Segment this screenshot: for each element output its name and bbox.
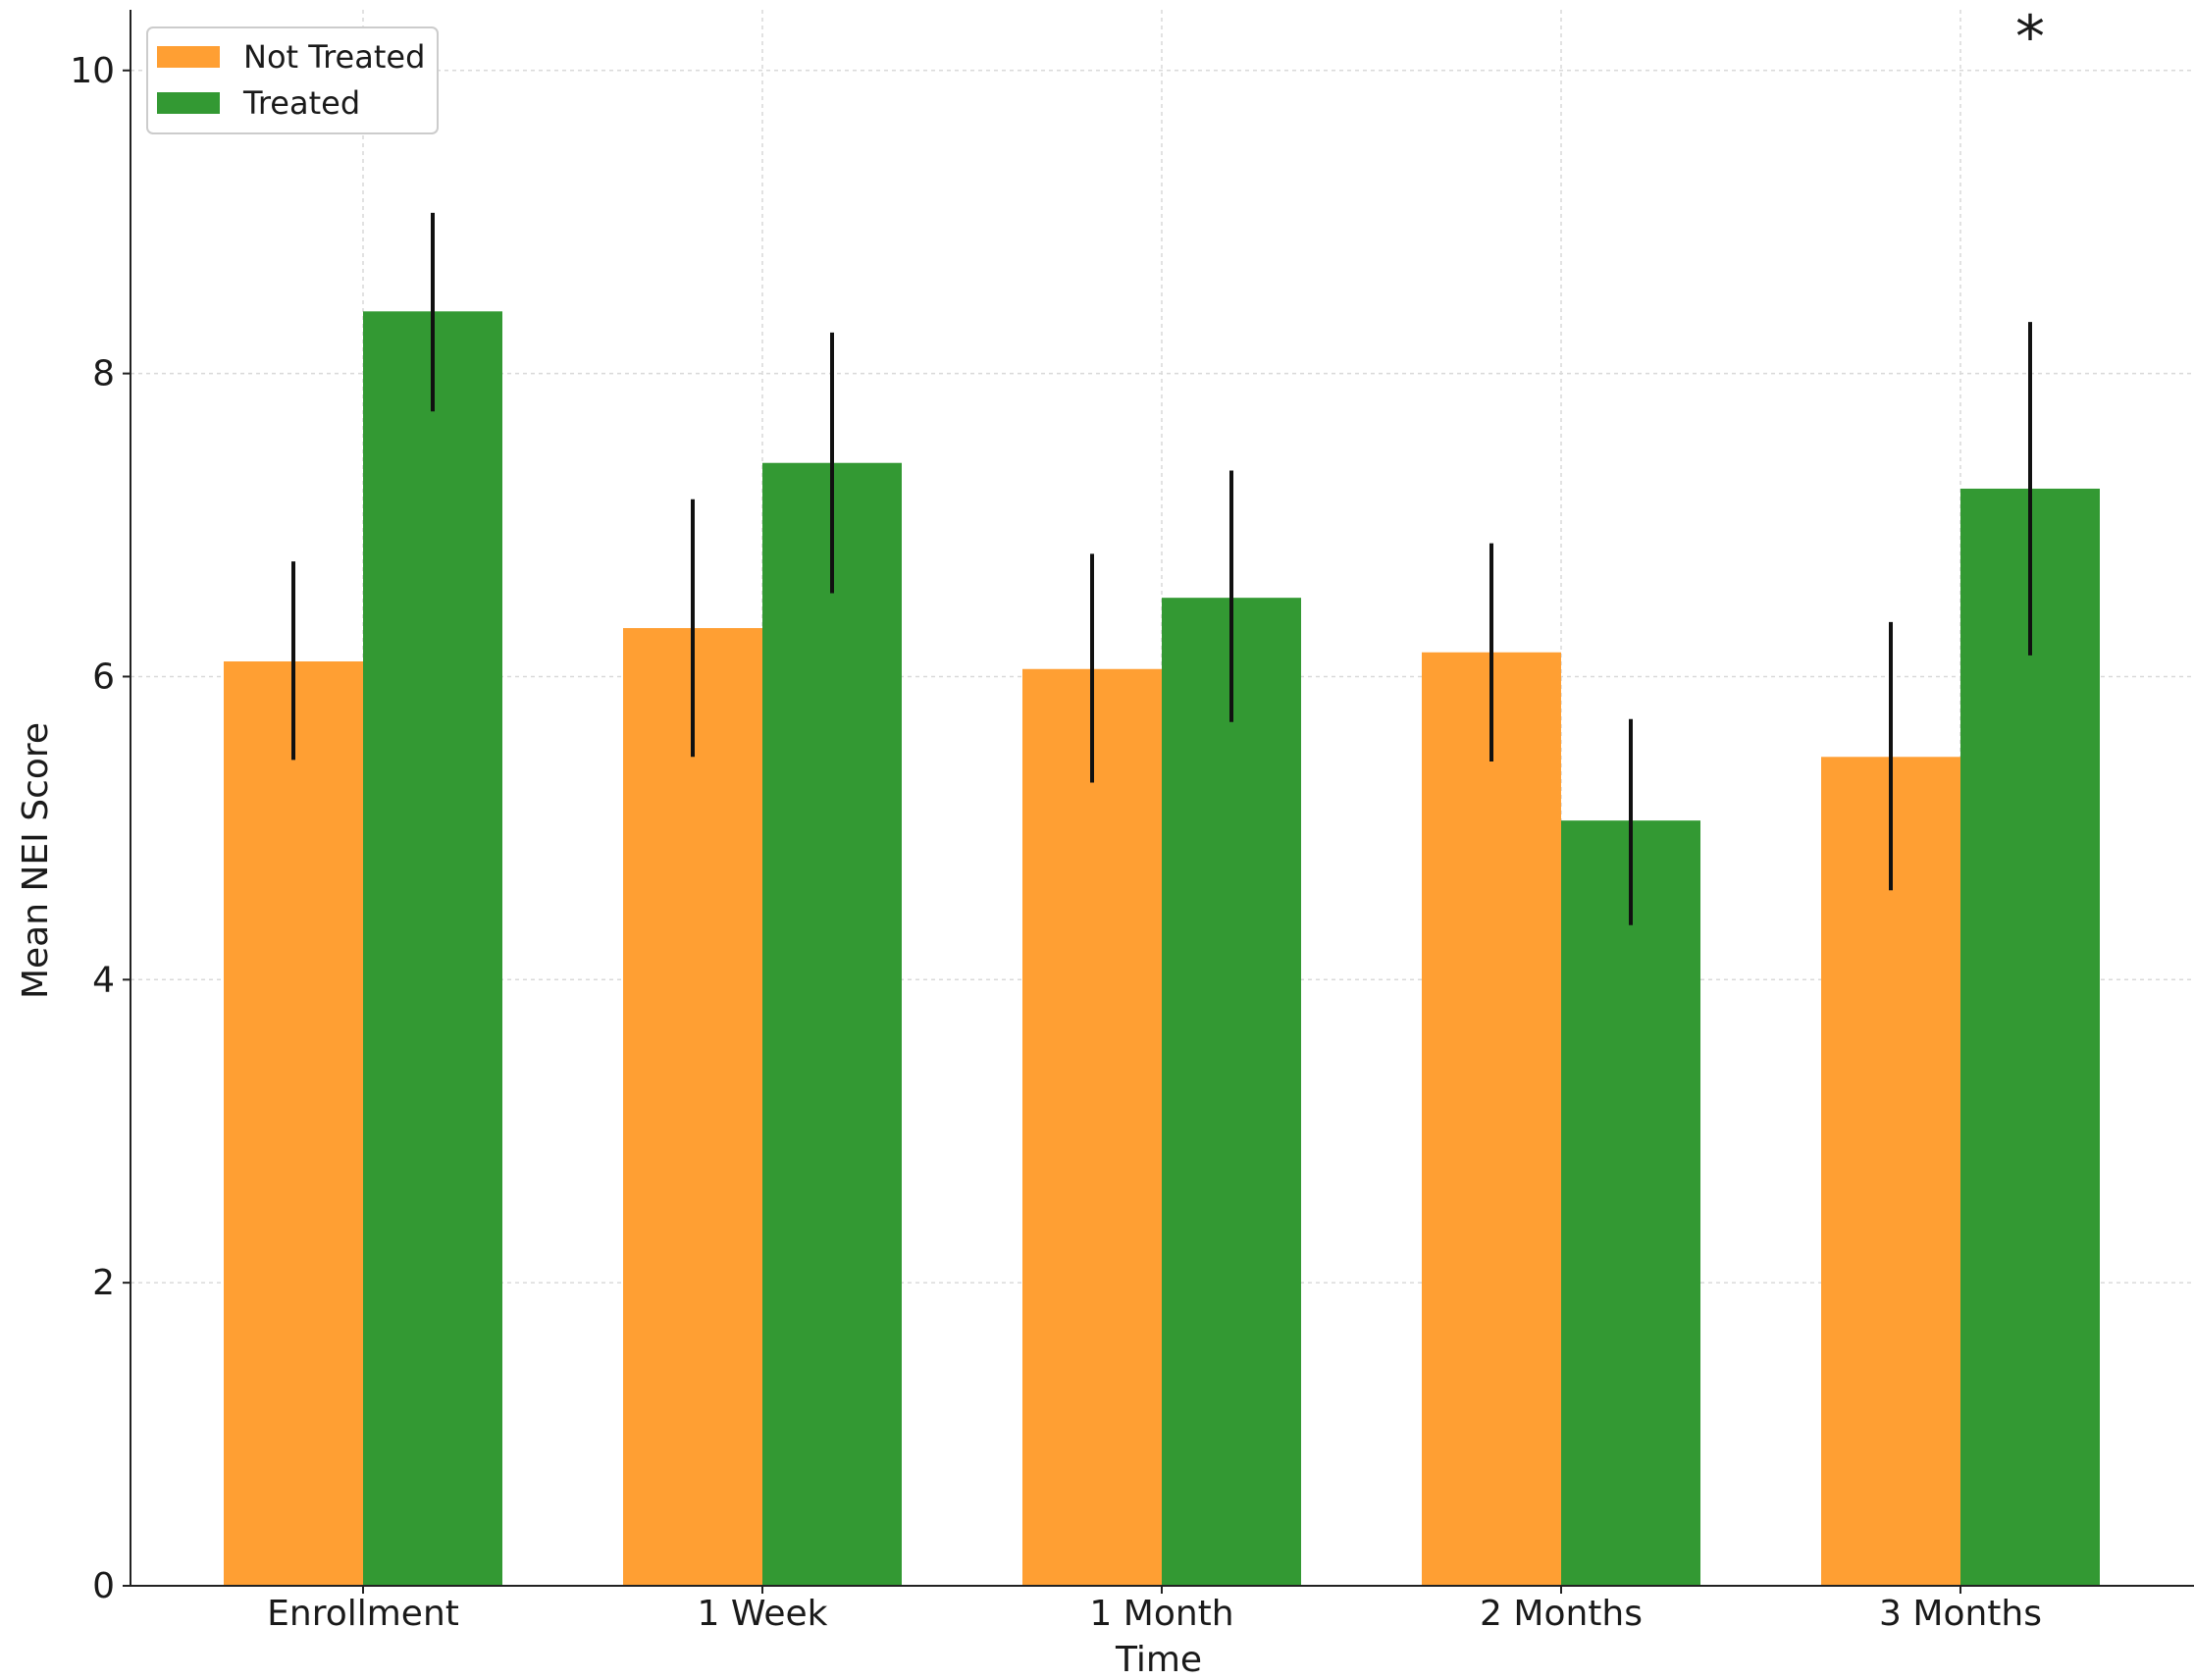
annotations: * <box>2015 3 2045 72</box>
y-axis-title: Mean NEI Score <box>16 722 56 999</box>
x-tick-label: 3 Months <box>1879 1594 2042 1634</box>
legend-label: Treated <box>242 84 360 122</box>
legend-label: Not Treated <box>243 38 425 76</box>
bars <box>224 311 2100 1587</box>
legend-swatch <box>157 92 220 114</box>
bar <box>1422 652 1561 1586</box>
bar <box>1821 757 1960 1586</box>
y-tick-label: 2 <box>92 1263 115 1303</box>
x-axis-title: Time <box>1115 1640 1202 1680</box>
tick-labels: 0 2 4 6 8 10 Enrollment 1 Week 1 Month 2 Months 3 … <box>70 51 2042 1634</box>
y-tick-label: 0 <box>92 1566 115 1606</box>
bar <box>1960 488 2100 1586</box>
error-bars <box>291 212 2032 925</box>
bar <box>1022 668 1162 1586</box>
y-tick-label: 4 <box>92 960 115 1000</box>
y-tick-label: 10 <box>70 51 115 91</box>
x-tick-label: 2 Months <box>1480 1594 1643 1634</box>
bar <box>623 628 762 1586</box>
legend: Not Treated Treated <box>146 26 439 134</box>
legend-swatch <box>157 46 220 68</box>
bar <box>762 462 902 1587</box>
bar <box>1162 598 1301 1586</box>
significance-marker: * <box>2015 3 2045 72</box>
bar <box>1561 820 1700 1586</box>
y-tick-label: 8 <box>92 354 115 394</box>
x-tick-label: 1 Week <box>698 1594 828 1634</box>
x-tick-label: 1 Month <box>1089 1594 1233 1634</box>
bar <box>363 311 502 1587</box>
x-tick-label: Enrollment <box>267 1594 459 1634</box>
bar <box>224 661 363 1586</box>
y-tick-label: 6 <box>92 656 115 697</box>
